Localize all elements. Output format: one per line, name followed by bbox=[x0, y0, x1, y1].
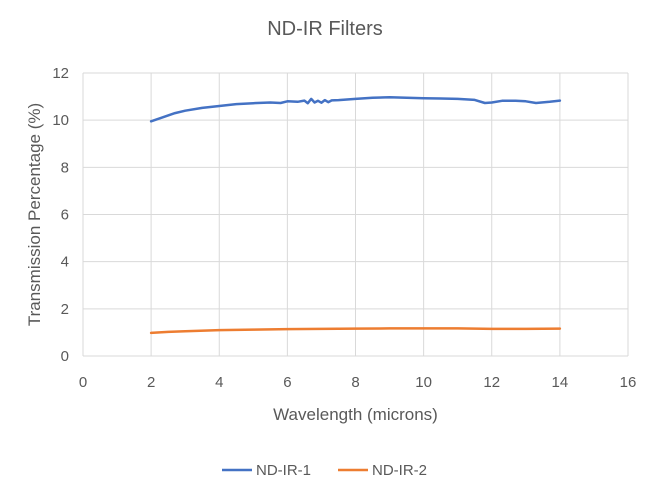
x-tick-label: 10 bbox=[415, 374, 432, 391]
y-axis-title: Transmission Percentage (%) bbox=[25, 103, 44, 326]
y-tick-label: 0 bbox=[61, 348, 69, 365]
x-tick-label: 16 bbox=[620, 374, 637, 391]
series-line-nd-ir-1 bbox=[149, 96, 562, 123]
y-tick-label: 4 bbox=[61, 254, 69, 271]
y-tick-label: 12 bbox=[52, 65, 69, 82]
x-tick-label: 14 bbox=[552, 374, 569, 391]
x-tick-label: 4 bbox=[215, 374, 223, 391]
x-tick-label: 6 bbox=[283, 374, 291, 391]
chart-title: ND-IR Filters bbox=[267, 18, 383, 40]
y-tick-label: 2 bbox=[61, 301, 69, 318]
x-axis-title: Wavelength (microns) bbox=[273, 405, 438, 424]
x-tick-label: 12 bbox=[483, 374, 500, 391]
legend-label-nd-ir-1: ND-IR-1 bbox=[256, 462, 311, 479]
y-tick-label: 6 bbox=[61, 207, 69, 224]
x-tick-label: 8 bbox=[351, 374, 359, 391]
y-tick-label: 8 bbox=[61, 159, 69, 176]
x-tick-label: 0 bbox=[79, 374, 87, 391]
y-tick-label: 10 bbox=[52, 112, 69, 129]
legend-label-nd-ir-2: ND-IR-2 bbox=[372, 462, 427, 479]
x-tick-label: 2 bbox=[147, 374, 155, 391]
series-line-nd-ir-2 bbox=[149, 327, 562, 335]
